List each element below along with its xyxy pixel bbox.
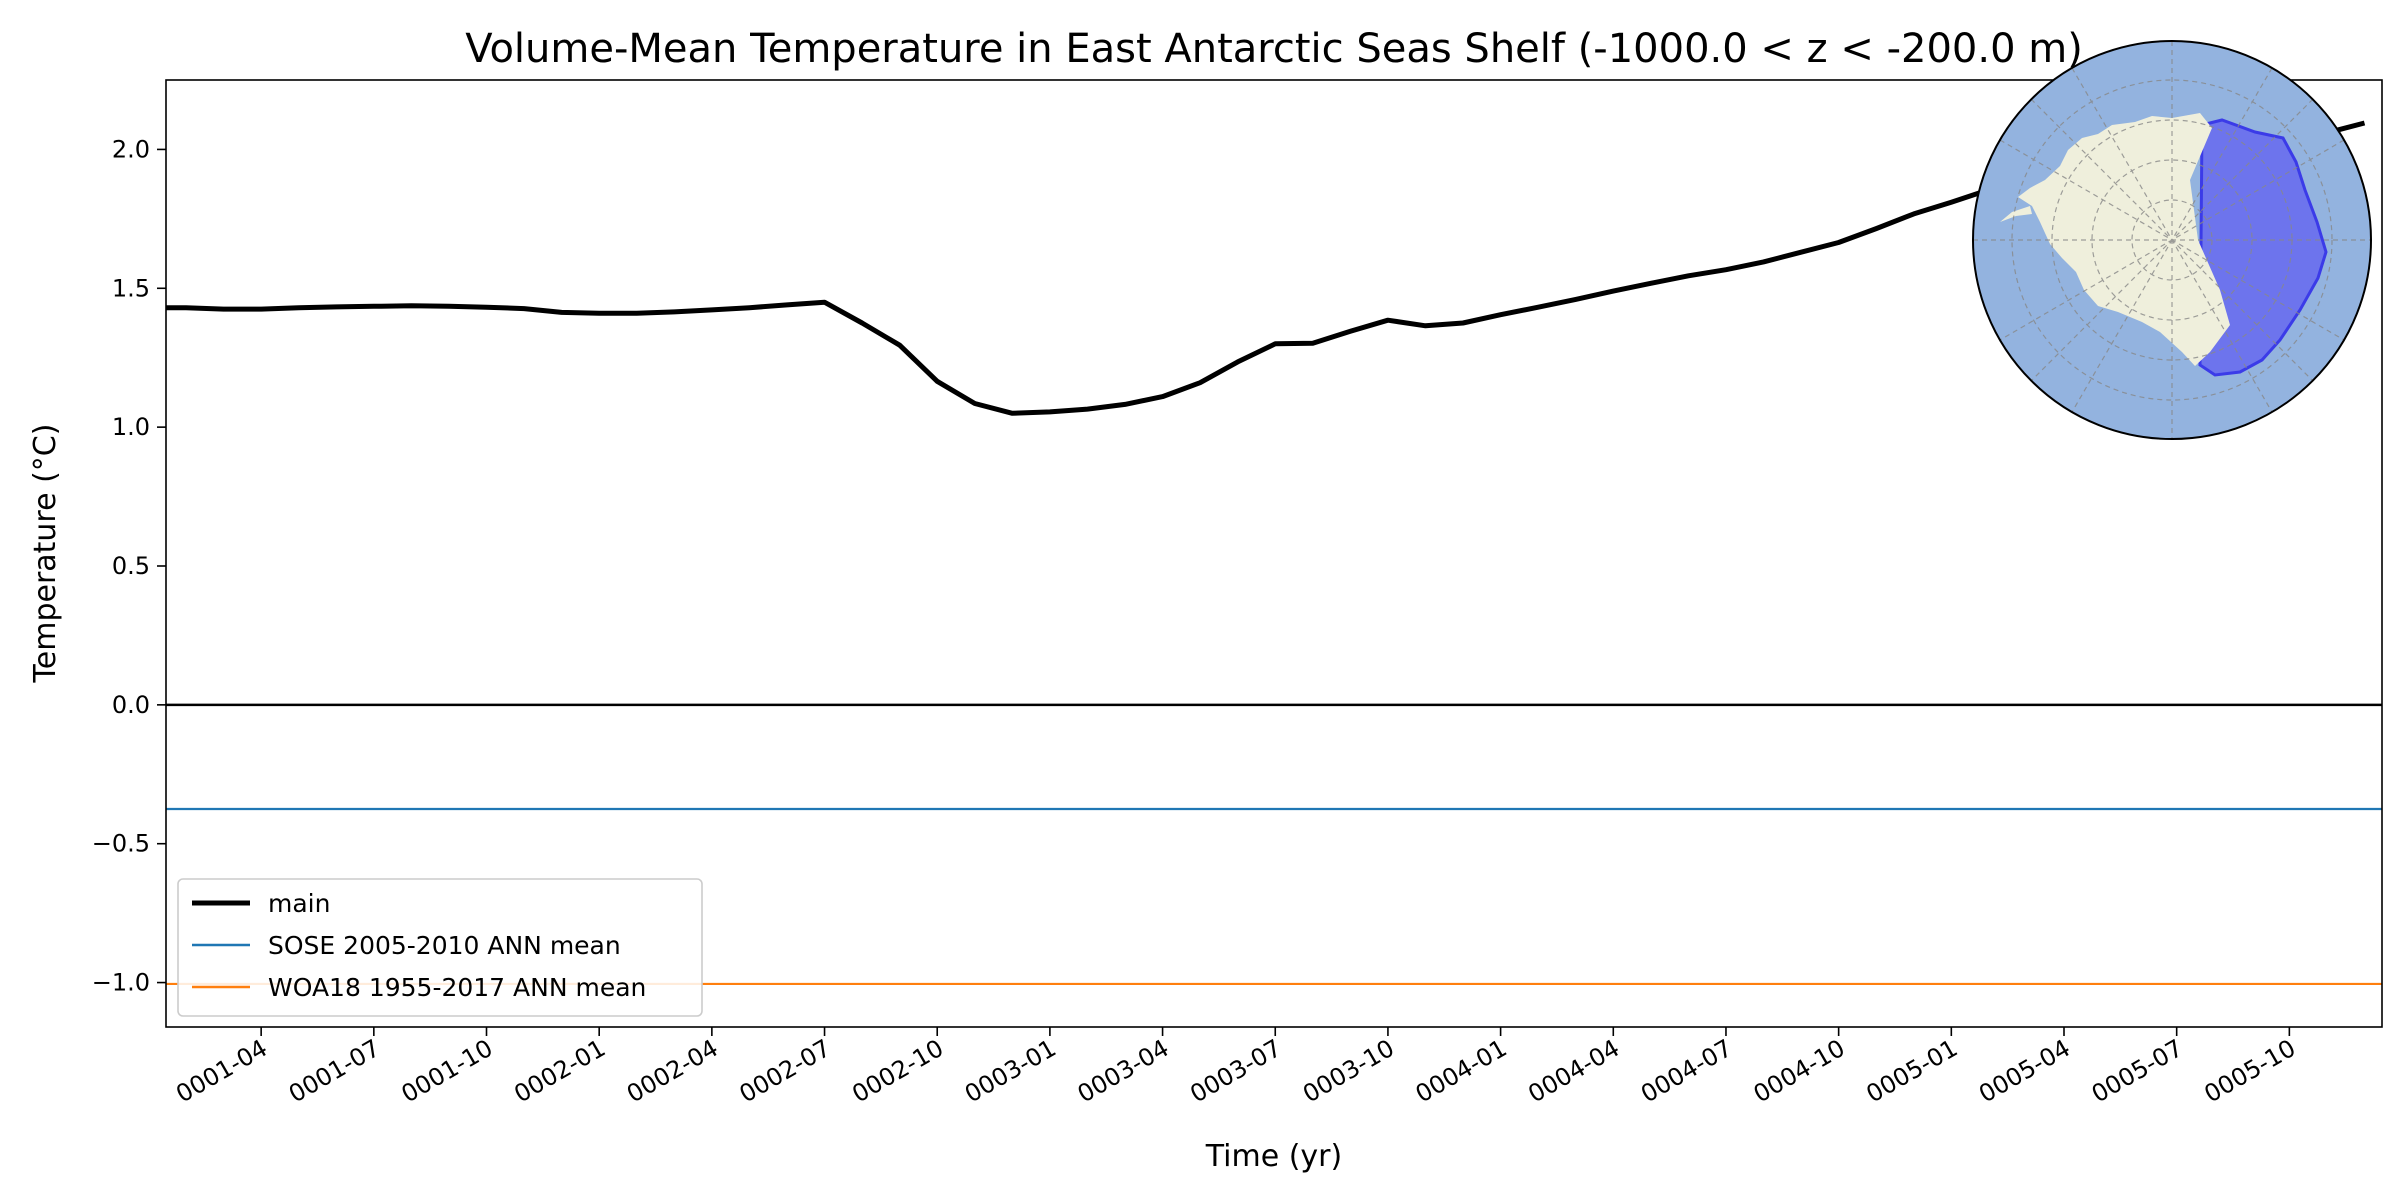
x-tick-label: 0004-07 — [1636, 1034, 1737, 1108]
y-tick-label: −1.0 — [92, 969, 150, 997]
x-tick-label: 0002-10 — [847, 1034, 948, 1108]
map-border — [1972, 40, 2372, 440]
x-tick-label: 0002-07 — [735, 1034, 836, 1108]
x-tick-label: 0003-01 — [960, 1034, 1061, 1108]
x-tick-label: 0002-04 — [622, 1034, 723, 1108]
legend-frame — [177, 878, 703, 1017]
x-tick-label: 0004-01 — [1411, 1034, 1512, 1108]
x-tick-label: 0005-04 — [1974, 1034, 2075, 1108]
x-tick-label: 0004-10 — [1749, 1034, 1850, 1108]
y-axis-title: Temperature (°C) — [28, 424, 63, 684]
x-axis-title: Time (yr) — [1205, 1139, 1342, 1174]
x-tick-label: 0001-04 — [171, 1034, 272, 1108]
plot-frame — [165, 79, 2383, 1028]
x-tick-label: 0003-10 — [1298, 1034, 1399, 1108]
y-tick-label: 0.0 — [112, 691, 150, 719]
x-tick-label: 0001-10 — [397, 1034, 498, 1108]
inset-map — [1972, 40, 2372, 440]
legend-label-0: main — [268, 889, 330, 918]
map-antarctic-peninsula — [2000, 206, 2032, 222]
y-tick-label: 1.5 — [112, 274, 150, 302]
y-tick-label: 1.0 — [112, 413, 150, 441]
x-axis: 0001-04 0001-07 0001-10 0002-01 0002-04 0002-… — [171, 1027, 2300, 1108]
chart-title: Volume-Mean Temperature in East Antarcti… — [465, 26, 2083, 72]
x-tick-label: 0003-07 — [1185, 1034, 1286, 1108]
map-gridlines — [1973, 41, 2371, 439]
y-tick-label: 0.5 — [112, 552, 150, 580]
y-tick-label: 2.0 — [112, 135, 150, 163]
legend: main SOSE 2005-2010 ANN mean WOA18 1955-20… — [177, 878, 703, 1017]
x-tick-label: 0004-04 — [1523, 1034, 1624, 1108]
x-tick-label: 0005-10 — [2200, 1034, 2301, 1108]
x-tick-label: 0003-04 — [1073, 1034, 1174, 1108]
x-tick-label: 0001-07 — [284, 1034, 385, 1108]
map-region-east-antarctic-shelf — [2198, 118, 2328, 377]
x-tick-label: 0002-01 — [509, 1034, 610, 1108]
legend-label-2: WOA18 1955-2017 ANN mean — [268, 973, 646, 1002]
x-tick-label: 0005-07 — [2087, 1034, 2188, 1108]
y-tick-label: −0.5 — [92, 830, 150, 858]
y-axis: −1.0 −0.5 0.0 0.5 1.0 1.5 2.0 — [92, 135, 166, 997]
x-tick-label: 0005-01 — [1861, 1034, 1962, 1108]
legend-label-1: SOSE 2005-2010 ANN mean — [268, 931, 621, 960]
